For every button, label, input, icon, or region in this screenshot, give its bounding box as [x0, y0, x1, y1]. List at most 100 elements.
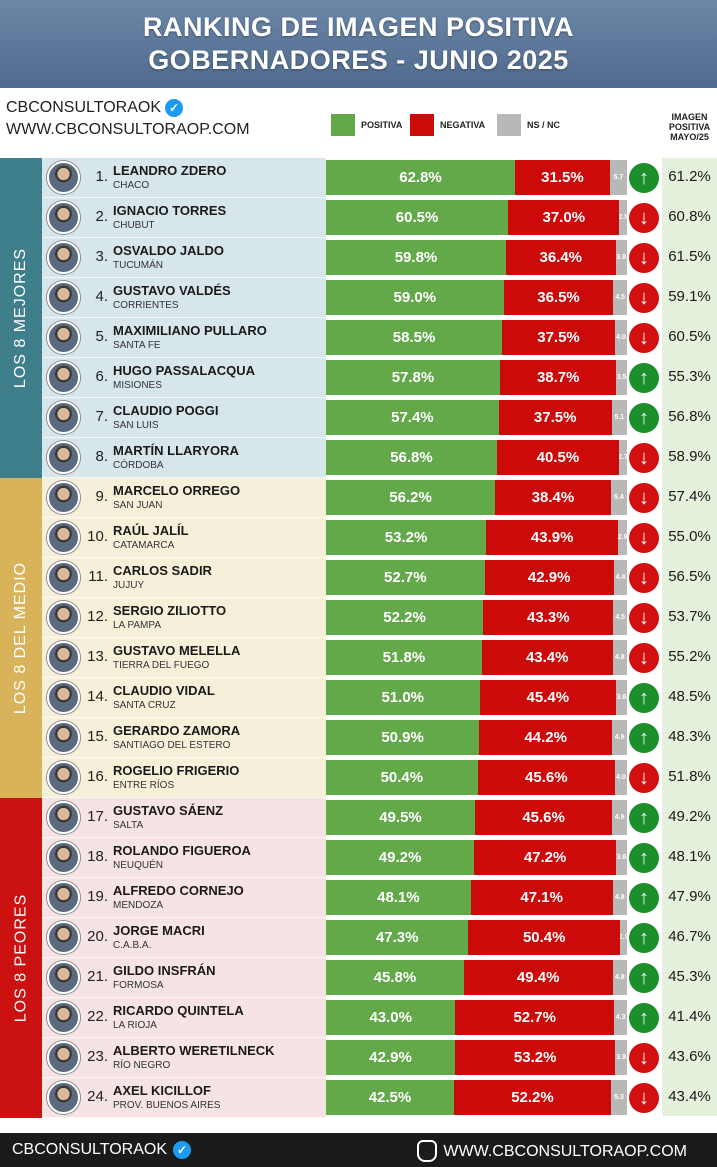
bar-negative: 40.5% [496, 440, 619, 475]
governor-avatar [47, 241, 80, 274]
footer: CBCONSULTORAOK ✓ WWW.CBCONSULTORAOP.COM [0, 1133, 717, 1167]
table-row: 18. ROLANDO FIGUEROA NEUQUÉN 49.2% 47.2% 3.6 ↑… [0, 838, 717, 878]
legend-nsnc: NS / NC [497, 114, 560, 136]
governor-name: HUGO PASSALACQUA [113, 363, 256, 378]
bar-positive: 47.3% [326, 920, 469, 955]
governor-avatar [47, 921, 80, 954]
arrow-up-icon: ↑ [629, 923, 659, 953]
rank-number: 22. [87, 1008, 108, 1025]
bar-positive: 58.5% [326, 320, 503, 355]
table-row: 10. RAÚL JALÍL CATAMARCA 53.2% 43.9% 2.9 ↓ 55.0… [0, 518, 717, 558]
bar-nsnc: 3.5 [616, 360, 627, 395]
table-row: 15. GERARDO ZAMORA SANTIAGO DEL ESTERO 50.9… [0, 718, 717, 758]
province-name: CORRIENTES [113, 300, 179, 311]
bar-negative: 43.9% [486, 520, 619, 555]
table-row: 7. CLAUDIO POGGI SAN LUIS 57.4% 37.5% 5.1 ↑ 56.… [0, 398, 717, 438]
governor-avatar [47, 1081, 80, 1114]
province-name: TIERRA DEL FUEGO [113, 660, 210, 671]
stacked-bar: 47.3% 50.4% 2.3 [326, 920, 627, 955]
previous-positive-value: 53.7% [668, 608, 711, 625]
prev-header-line-1: IMAGEN [671, 112, 708, 122]
arrow-up-icon: ↑ [629, 723, 659, 753]
bar-negative: 42.9% [484, 560, 614, 595]
footer-right[interactable]: WWW.CBCONSULTORAOP.COM [417, 1140, 687, 1163]
previous-positive-value: 47.9% [668, 888, 711, 905]
title-line-1: RANKING DE IMAGEN POSITIVA [142, 12, 575, 42]
stacked-bar: 50.4% 45.6% 4.0 [326, 760, 627, 795]
bar-nsnc: 5.3 [611, 1080, 627, 1115]
governor-name: RAÚL JALÍL [113, 523, 189, 538]
bar-negative: 43.3% [483, 600, 614, 635]
bar-positive: 59.0% [326, 280, 504, 315]
row-separator [42, 1037, 662, 1038]
previous-month-column [662, 158, 717, 1116]
footer-verified-icon: ✓ [173, 1141, 191, 1159]
group-tab: LOS 8 MEJORES [0, 158, 42, 478]
arrow-up-icon: ↑ [629, 803, 659, 833]
bar-negative: 52.2% [453, 1080, 612, 1115]
bar-negative: 52.7% [455, 1000, 615, 1035]
previous-positive-value: 58.9% [668, 448, 711, 465]
bar-nsnc: 3.6 [616, 840, 627, 875]
footer-brand: CBCONSULTORAOK [12, 1141, 167, 1158]
previous-positive-value: 46.7% [668, 928, 711, 945]
arrow-down-icon: ↓ [629, 203, 659, 233]
governor-avatar [47, 841, 80, 874]
rank-number: 8. [95, 448, 108, 465]
governor-name: ALBERTO WERETILNECK [113, 1043, 275, 1058]
legend-negative-label: NEGATIVA [440, 120, 486, 130]
governor-name: ROGELIO FRIGERIO [113, 763, 240, 778]
rank-number: 13. [87, 648, 108, 665]
bar-positive: 57.4% [326, 400, 499, 435]
governor-avatar [47, 721, 80, 754]
province-name: TUCUMÁN [113, 260, 163, 271]
row-separator [42, 877, 662, 878]
table-row: 12. SERGIO ZILIOTTO LA PAMPA 52.2% 43.3% 4.5 ↓… [0, 598, 717, 638]
governor-avatar [47, 361, 80, 394]
previous-positive-value: 48.1% [668, 848, 711, 865]
stacked-bar: 56.2% 38.4% 5.4 [326, 480, 627, 515]
table-row: 5. MAXIMILIANO PULLARO SANTA FE 58.5% 37.5% 4… [0, 318, 717, 358]
rank-number: 20. [87, 928, 108, 945]
arrow-down-icon: ↓ [629, 443, 659, 473]
row-separator [42, 557, 662, 558]
bar-nsnc: 4.8 [612, 960, 627, 995]
arrow-up-icon: ↑ [629, 403, 659, 433]
arrow-down-icon: ↓ [629, 763, 659, 793]
footer-url[interactable]: WWW.CBCONSULTORAOP.COM [443, 1143, 687, 1160]
previous-positive-value: 55.2% [668, 648, 711, 665]
legend-positive: POSITIVA [331, 114, 402, 136]
table-row: 2. IGNACIO TORRES CHUBUT 60.5% 37.0% 2.5 ↓ 60.8… [0, 198, 717, 238]
bar-negative: 38.7% [499, 360, 617, 395]
province-name: SAN JUAN [113, 500, 163, 511]
province-name: C.A.B.A. [113, 940, 152, 951]
governor-avatar [47, 641, 80, 674]
table-row: 13. GUSTAVO MELELLA TIERRA DEL FUEGO 51.8% 4… [0, 638, 717, 678]
governor-name: OSVALDO JALDO [113, 243, 224, 258]
table-row: 24. AXEL KICILLOF PROV. BUENOS AIRES 42.5% 5… [0, 1078, 717, 1118]
table-row: 19. ALFREDO CORNEJO MENDOZA 48.1% 47.1% 4.8 ↑ 4… [0, 878, 717, 918]
governor-name: JORGE MACRI [113, 923, 205, 938]
bar-nsnc: 5.4 [610, 480, 627, 515]
previous-positive-value: 55.3% [668, 368, 711, 385]
verified-check-icon: ✓ [165, 99, 183, 117]
governor-avatar [47, 481, 80, 514]
bar-negative: 37.5% [498, 400, 612, 435]
governor-name: GUSTAVO VALDÉS [113, 283, 231, 298]
bar-positive: 49.5% [326, 800, 475, 835]
bar-positive: 43.0% [326, 1000, 456, 1035]
province-name: FORMOSA [113, 980, 164, 991]
governor-avatar [47, 201, 80, 234]
province-name: ENTRE RÍOS [113, 780, 175, 791]
previous-positive-value: 59.1% [668, 288, 711, 305]
province-name: CHUBUT [113, 220, 155, 231]
previous-positive-value: 56.5% [668, 568, 711, 585]
rank-number: 10. [87, 528, 108, 545]
bar-nsnc: 2.5 [619, 200, 627, 235]
table-row: 11. CARLOS SADIR JUJUY 52.7% 42.9% 4.4 ↓ 56.5% [0, 558, 717, 598]
province-name: PROV. BUENOS AIRES [113, 1100, 221, 1111]
province-name: SANTA CRUZ [113, 700, 176, 711]
province-name: SANTA FE [113, 340, 161, 351]
governor-name: AXEL KICILLOF [113, 1083, 211, 1098]
brand-name-row: CBCONSULTORAOK ✓ [6, 96, 250, 120]
